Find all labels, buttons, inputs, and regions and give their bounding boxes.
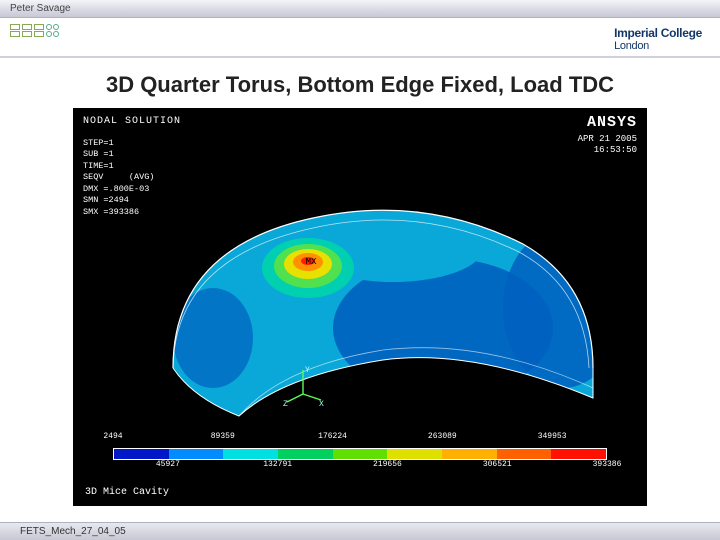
ansys-legend: STEP=1 SUB =1 TIME=1 SEQV (AVG) DMX =.80… — [83, 138, 154, 218]
logo-row: Imperial College London — [0, 18, 720, 58]
college-logo: Imperial College London — [614, 26, 702, 52]
college-line2: London — [614, 40, 702, 52]
ansys-datetime: APR 21 2005 16:53:50 — [578, 134, 637, 156]
ansys-figure: NODAL SOLUTION ANSYS APR 21 2005 16:53:5… — [73, 108, 647, 506]
ansys-date: APR 21 2005 — [578, 134, 637, 145]
header-bar: Peter Savage — [0, 0, 720, 18]
torus-contour: MX — [163, 188, 603, 438]
footer-text: FETS_Mech_27_04_05 — [20, 526, 126, 537]
ansys-brand: ANSYS — [587, 114, 637, 131]
cavity-label: 3D Mice Cavity — [85, 487, 169, 498]
college-line1: Imperial College — [614, 26, 702, 40]
footer-bar: FETS_Mech_27_04_05 — [0, 522, 720, 540]
mx-label: MX — [306, 257, 317, 267]
author-name: Peter Savage — [10, 3, 71, 14]
colorbar: 249489359176224263089349953 459271327912… — [113, 448, 607, 474]
svg-text:Y: Y — [305, 366, 310, 375]
project-logo — [10, 24, 59, 37]
svg-text:X: X — [319, 400, 324, 408]
nodal-solution-label: NODAL SOLUTION — [83, 116, 181, 127]
svg-text:Z: Z — [283, 400, 288, 408]
coord-triad: Y X Z — [281, 364, 325, 408]
ansys-time: 16:53:50 — [578, 145, 637, 156]
slide-title: 3D Quarter Torus, Bottom Edge Fixed, Loa… — [0, 72, 720, 98]
